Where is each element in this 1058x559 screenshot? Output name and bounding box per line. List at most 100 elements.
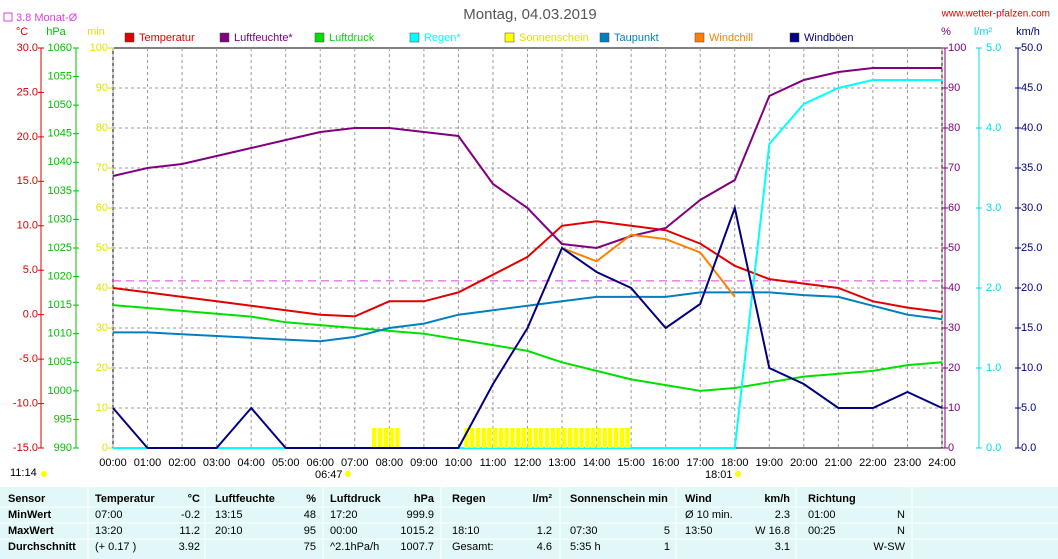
y-tick-label: 30: [96, 322, 108, 334]
sunshine-bar: [372, 428, 377, 448]
table-cell: 13:50: [685, 525, 713, 537]
sunshine-bar: [492, 428, 498, 448]
sunset: 18:01: [705, 469, 733, 481]
y-tick-label: 995: [54, 413, 72, 425]
y-tick-label: 0.0: [1021, 442, 1036, 454]
y-tick-label: 1050: [48, 99, 72, 111]
x-tick-label: 21:00: [825, 457, 853, 469]
legend-swatch: [694, 32, 705, 43]
table-cell: 75: [304, 541, 316, 553]
sunshine-bar: [395, 428, 400, 448]
y-tick-label: 30.0: [17, 42, 38, 54]
table-cell: 07:00: [95, 509, 123, 521]
table-header: l/m²: [532, 493, 552, 505]
table-header: Wind: [685, 493, 712, 505]
table-cell: Gesamt:: [452, 541, 494, 553]
table-header: Richtung: [808, 493, 856, 505]
table-header: Temperatur: [95, 493, 155, 505]
table-cell: 13:20: [95, 525, 123, 537]
x-tick-label: 24:00: [928, 457, 956, 469]
legend-swatch: [409, 32, 420, 43]
sunshine-bar: [625, 428, 630, 448]
x-tick-label: 17:00: [686, 457, 714, 469]
sunshine-bar: [556, 428, 561, 448]
x-tick-label: 14:00: [583, 457, 611, 469]
y-tick-label: 1015: [48, 299, 72, 311]
table-cell: 1.2: [537, 525, 552, 537]
table-cell: 3.92: [179, 541, 200, 553]
y-tick-label: 20.0: [17, 131, 38, 143]
y-tick-label: 80: [948, 122, 960, 134]
table-cell: -0.2: [181, 509, 200, 521]
legend-label: Windböen: [804, 32, 854, 44]
table-cell: W 16.8: [755, 525, 790, 537]
legend-label: Temperatur: [139, 32, 195, 44]
y-tick-label: 50.0: [1021, 42, 1042, 54]
sunshine-bar: [573, 428, 578, 448]
legend-swatch: [789, 32, 800, 43]
y-tick-label: 15.0: [17, 175, 38, 187]
x-tick-label: 11:00: [480, 457, 507, 469]
y-tick-label: 10: [948, 402, 960, 414]
x-tick-label: 20:00: [790, 457, 818, 469]
time: 11:14: [10, 467, 37, 479]
legend-swatch: [504, 32, 515, 43]
sunshine-bar: [521, 428, 527, 448]
y-tick-label: 0: [948, 442, 954, 454]
y-tick-label: 5.0: [23, 264, 38, 276]
table-header: %: [306, 493, 316, 505]
series-line: [112, 220, 943, 318]
table-header: Luftfeuchte: [215, 493, 275, 505]
icon: [345, 471, 351, 477]
sunshine-bar: [613, 428, 619, 448]
legend-swatch: [314, 32, 325, 43]
sunshine-bar: [607, 428, 613, 448]
sunshine-bar: [510, 428, 515, 448]
x-tick-label: 03:00: [203, 457, 231, 469]
y-tick-label: 1060: [48, 42, 72, 54]
sunshine-bar: [533, 428, 538, 448]
y-tick-label: 100: [948, 42, 966, 54]
y-tick-label: 40: [948, 282, 960, 294]
sunshine-bar: [550, 428, 556, 448]
table-cell: 999.9: [406, 509, 434, 521]
y-tick-label: 0.0: [23, 309, 38, 321]
table-cell: MinWert: [8, 509, 52, 521]
sunshine-bar: [469, 428, 475, 448]
sunrise: 06:47: [315, 469, 343, 481]
x-tick-label: 15:00: [617, 457, 645, 469]
y-tick-label: 990: [54, 442, 72, 454]
table-cell: 5: [664, 525, 670, 537]
sunshine-bar: [562, 428, 567, 448]
table-cell: W-SW: [873, 541, 905, 553]
y-tick-label: 90: [96, 82, 108, 94]
table-header: km/h: [764, 493, 790, 505]
table-header: Sensor: [8, 493, 46, 505]
axis-unit: °C: [16, 26, 28, 38]
y-tick-label: 5.0: [986, 42, 1001, 54]
table-cell: 11.2: [179, 525, 200, 537]
table-cell: Ø 10 min.: [685, 509, 733, 521]
table-cell: 13:15: [215, 509, 243, 521]
table-cell: 1007.7: [400, 541, 434, 553]
table-cell: (+ 0.17 ): [95, 541, 136, 553]
y-tick-label: 30.0: [1021, 202, 1042, 214]
y-tick-label: 40: [96, 282, 108, 294]
table-cell: 3.1: [775, 541, 790, 553]
y-tick-label: 40.0: [1021, 122, 1042, 134]
series-line: [112, 304, 943, 392]
y-tick-label: 50: [948, 242, 960, 254]
table-header: °C: [188, 493, 200, 505]
table-cell: ^2.1hPa/h: [330, 541, 379, 553]
y-tick-label: -10.0: [13, 397, 38, 409]
x-tick-label: 12:00: [514, 457, 542, 469]
sunshine-bar: [504, 428, 509, 448]
sunshine-bar: [544, 428, 550, 448]
axis-unit: km/h: [1016, 26, 1040, 38]
table-cell: 48: [304, 509, 316, 521]
y-tick-label: 15.0: [1021, 322, 1042, 334]
y-tick-label: 1005: [48, 356, 72, 368]
y-tick-label: 3.0: [986, 202, 1001, 214]
sunshine-bar: [475, 428, 481, 448]
